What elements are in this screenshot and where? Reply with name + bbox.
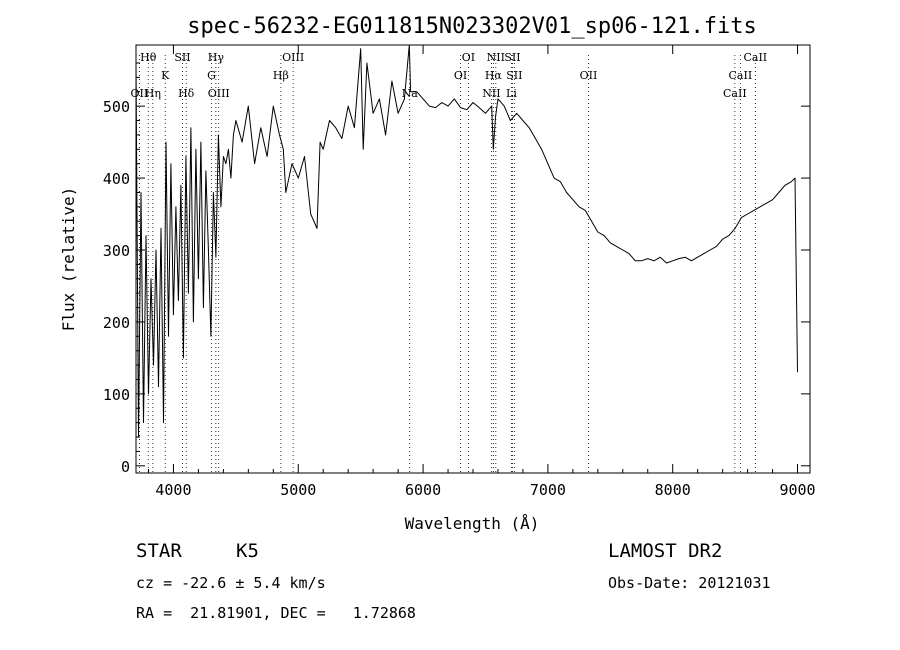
line-marker-label: OII	[580, 69, 598, 82]
y-axis-label: Flux (relative)	[59, 187, 78, 332]
x-tick-label: 6000	[405, 481, 441, 499]
line-marker-label: Hβ	[273, 69, 289, 82]
plot-frame	[135, 44, 811, 474]
line-marker-label: NII	[487, 51, 505, 64]
line-marker-label: Li	[506, 87, 517, 100]
y-tick-label: 200	[103, 314, 130, 332]
line-marker-label: Hγ	[208, 51, 225, 64]
line-marker-label: K	[161, 69, 170, 82]
obs-date-text: Obs-Date: 20121031	[608, 574, 771, 592]
line-marker-label: OIII	[208, 87, 230, 100]
y-tick-label: 500	[103, 98, 130, 116]
line-marker-label: CaII	[723, 87, 747, 100]
axis-tick-layer: 4000 5000 6000 7000 8000 9000 0 100 200 300 400 500	[103, 45, 816, 499]
object-class: STAR	[136, 540, 182, 562]
series-layer	[135, 44, 798, 438]
line-marker-label: G	[207, 69, 216, 82]
line-marker-label: SII	[506, 69, 522, 82]
line-marker-label: Hα	[485, 69, 503, 82]
line-marker-label: OI	[454, 69, 467, 82]
x-tick-label: 4000	[155, 481, 191, 499]
line-marker-label: CaII	[743, 51, 767, 64]
line-marker-label: SII	[174, 51, 190, 64]
line-marker-label: Na	[402, 87, 419, 100]
x-tick-label: 7000	[530, 481, 566, 499]
line-marker-label: OIII	[282, 51, 304, 64]
line-marker-layer: HθOIIHηKSIIHδHγGOIIIOIIIHβNaOIOINIINIIHα…	[131, 51, 767, 473]
y-tick-label: 300	[103, 242, 130, 260]
x-tick-label: 9000	[779, 481, 815, 499]
survey-name: LAMOST DR2	[608, 540, 723, 562]
coordinates-text: RA = 21.81901, DEC = 1.72868	[136, 604, 416, 622]
line-marker-label: CaII	[729, 69, 753, 82]
line-marker-label: NII	[482, 87, 500, 100]
line-marker-label: Hδ	[178, 87, 195, 100]
y-tick-label: 100	[103, 386, 130, 404]
redshift-text: cz = -22.6 ± 5.4 km/s	[136, 574, 326, 592]
x-tick-label: 8000	[655, 481, 691, 499]
line-marker-label: Hη	[145, 87, 161, 100]
y-tick-label: 0	[121, 458, 130, 476]
object-subclass: K5	[236, 540, 259, 562]
x-axis-label: Wavelength (Å)	[405, 514, 540, 533]
spectrum-line	[135, 44, 798, 438]
x-tick-label: 5000	[280, 481, 316, 499]
line-marker-label: OII	[131, 87, 149, 100]
line-marker-label: SII	[504, 51, 520, 64]
line-marker-label: Hθ	[140, 51, 157, 64]
y-tick-label: 400	[103, 170, 130, 188]
line-marker-label: OI	[462, 51, 475, 64]
chart-title: spec-56232-EG011815N023302V01_sp06-121.f…	[187, 14, 757, 39]
